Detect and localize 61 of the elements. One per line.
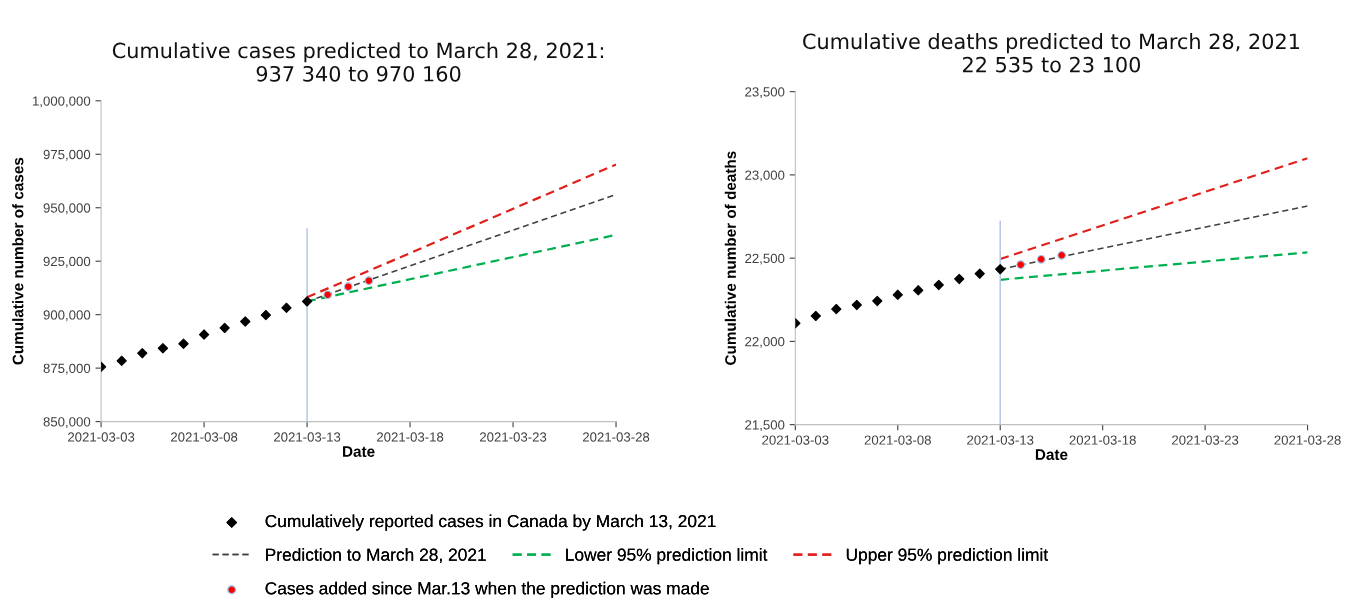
point xyxy=(343,282,353,292)
legend-label: Lower 95% prediction limit xyxy=(566,548,768,565)
legend-label: Cases added since Mar.13 when the prediction was made xyxy=(265,581,709,598)
point xyxy=(178,338,189,349)
point xyxy=(219,322,230,334)
x-tick-label: 2021-03-18 xyxy=(1069,435,1136,445)
point xyxy=(1036,254,1046,264)
point xyxy=(281,302,292,313)
point xyxy=(995,263,1006,275)
x-tick-label: 2021-03-28 xyxy=(582,432,650,442)
y-tick-label: 875,000 xyxy=(43,363,91,375)
point xyxy=(240,316,251,327)
point xyxy=(157,343,169,354)
x-axis-title: Date xyxy=(343,446,375,457)
point xyxy=(137,347,148,359)
x-tick-label: 2021-03-13 xyxy=(967,435,1034,445)
point xyxy=(974,268,985,279)
x-tick-label: 2021-03-18 xyxy=(376,432,444,442)
point xyxy=(913,285,924,296)
y-tick-label: 23,000 xyxy=(745,170,785,182)
point xyxy=(323,290,333,300)
x-tick-label: 2021-03-03 xyxy=(762,435,829,445)
y-tick-label: 1,000,000 xyxy=(33,96,91,108)
point xyxy=(810,310,821,322)
point xyxy=(954,273,965,285)
x-tick-label: 2021-03-08 xyxy=(171,432,238,442)
x-tick-label: 2021-03-23 xyxy=(479,432,547,442)
y-tick-label: 850,000 xyxy=(43,417,91,429)
y-tick-label: 900,000 xyxy=(43,310,91,322)
point xyxy=(851,299,862,311)
point xyxy=(872,295,883,307)
x-tick-label: 2021-03-23 xyxy=(1172,435,1239,445)
point xyxy=(933,279,944,291)
legend-label: Prediction to March 28, 2021 xyxy=(266,548,486,563)
y-tick-label: 22,000 xyxy=(745,336,785,348)
y-axis-title: Cumulative number of deaths xyxy=(724,151,736,365)
point xyxy=(831,303,842,315)
point xyxy=(1057,250,1067,260)
point xyxy=(198,329,210,340)
point xyxy=(1016,260,1026,269)
legend-label: Upper 95% prediction limit xyxy=(846,548,1049,565)
point xyxy=(364,276,374,286)
y-tick-label: 22,500 xyxy=(745,253,785,265)
y-tick-label: 925,000 xyxy=(43,256,91,268)
x-tick-label: 2021-03-03 xyxy=(68,432,135,442)
y-tick-label: 21,500 xyxy=(745,420,785,432)
chart-title: Cumulative deaths predicted to March 28, 2021 22 535 to 23 100 xyxy=(803,33,1300,73)
x-tick-label: 2021-03-13 xyxy=(274,432,341,442)
y-tick-label: 975,000 xyxy=(43,149,91,161)
chart-title: Cumulative cases predicted to March 28, 2021: 937 340 to 970 160 xyxy=(112,42,604,82)
point xyxy=(260,309,272,321)
x-tick-label: 2021-03-08 xyxy=(864,435,931,445)
point xyxy=(892,289,903,300)
y-tick-label: 23,500 xyxy=(745,87,785,99)
point xyxy=(116,355,127,367)
x-tick-label: 2021-03-28 xyxy=(1274,435,1341,445)
point xyxy=(301,296,313,307)
x-axis-title: Date xyxy=(1035,449,1068,460)
legend-label: Cumulatively reported cases in Canada by March 13, 2021 xyxy=(265,514,716,531)
y-tick-label: 950,000 xyxy=(43,203,91,215)
y-axis-title: Cumulative number of cases xyxy=(12,157,24,365)
